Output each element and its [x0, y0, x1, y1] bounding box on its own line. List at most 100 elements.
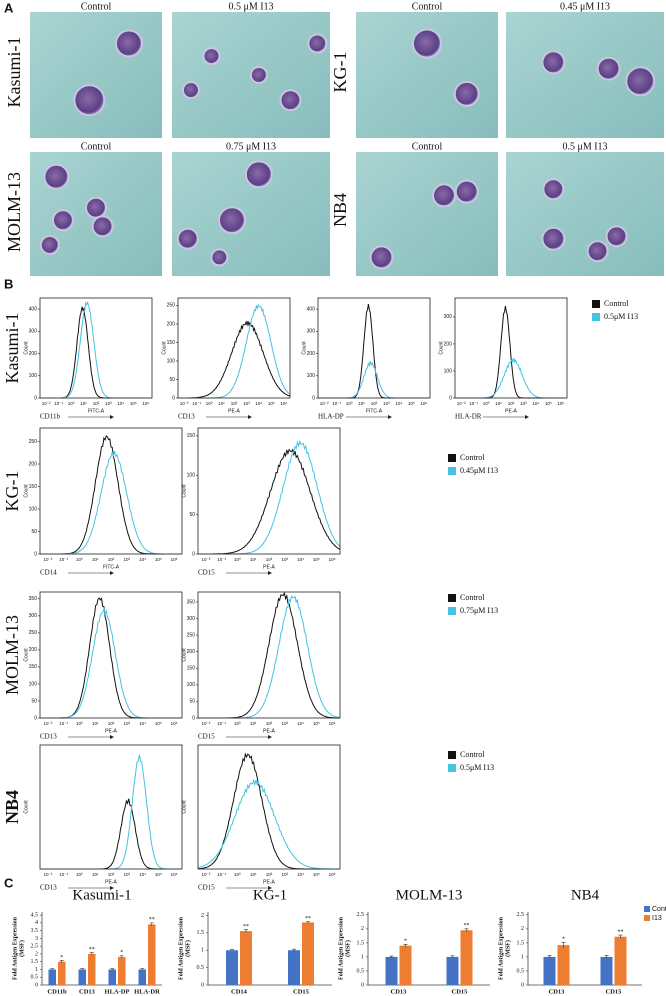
x-tick-label: 10⁴	[297, 872, 304, 877]
legend-swatch	[448, 594, 456, 602]
x-tick-label: 10⁻¹	[469, 401, 478, 406]
y-tick-label: 0	[192, 715, 195, 721]
x-tick-label: 10⁵	[155, 872, 162, 877]
error-bar	[50, 968, 55, 971]
cell	[605, 225, 628, 248]
bar	[226, 950, 238, 985]
error-bar	[230, 949, 234, 951]
panel-label: C	[4, 875, 14, 890]
marker-label: HLA-DR	[455, 413, 482, 421]
x-tick-label: 10⁵	[545, 401, 552, 406]
cell	[43, 163, 70, 190]
x-tick-label: CD15	[452, 988, 469, 995]
legend-swatch	[448, 751, 456, 759]
y-axis-label: (MSF)	[504, 940, 511, 957]
y-tick-label: 3.5	[31, 928, 39, 934]
x-tick-label: 10¹	[92, 557, 99, 562]
marker-label: CD14	[40, 569, 57, 577]
bar	[543, 956, 556, 985]
channel-label: FITC-A	[88, 408, 105, 414]
x-tick-label: 10³	[124, 721, 131, 726]
bar	[148, 924, 156, 985]
cell	[115, 29, 143, 58]
y-axis-label: Fold Antigen Expression	[338, 916, 344, 980]
y-tick-label: 50	[169, 377, 175, 383]
y-axis-label: Fold Antigen Expression	[12, 916, 18, 980]
marker-label: HLA-DP	[318, 413, 344, 421]
y-tick-label: 2.5	[31, 944, 39, 950]
cell	[541, 226, 566, 251]
legend-swatch	[448, 454, 456, 462]
cell-line-label: MOLM-13	[2, 615, 22, 695]
x-tick-label: 10¹	[250, 721, 257, 726]
y-tick-label: 0	[201, 982, 204, 988]
y-tick-label: 300	[444, 314, 453, 320]
significance-label: *	[60, 955, 63, 961]
bar	[138, 969, 146, 985]
x-tick-label: 10⁻¹	[192, 401, 201, 406]
plot-frame	[39, 744, 183, 870]
cell	[210, 248, 229, 267]
x-tick-label: CD13	[79, 988, 96, 995]
y-tick-label: 4.5	[31, 912, 39, 918]
bar	[446, 956, 459, 985]
error-bar	[119, 955, 124, 959]
x-tick-label: CD13	[391, 988, 408, 995]
histogram-curve	[197, 778, 340, 870]
bar	[460, 930, 473, 985]
cell	[39, 235, 60, 255]
y-tick-label: 100	[29, 506, 38, 512]
y-tick-label: 2	[521, 926, 524, 932]
y-tick-label: 0	[34, 395, 37, 401]
x-tick-label: 10³	[282, 872, 289, 877]
x-tick-label: HLA-DP	[105, 988, 130, 995]
x-tick-label: 10⁵	[268, 401, 275, 406]
channel-label: PE-A	[263, 879, 275, 885]
plot-frame	[177, 297, 291, 399]
significance-label: **	[618, 929, 624, 935]
significance-label: *	[120, 950, 123, 956]
x-tick-label: CD13	[549, 988, 566, 995]
legend-swatch	[448, 607, 456, 615]
cell	[596, 56, 621, 81]
count-label: Count	[301, 341, 307, 355]
x-tick-label: 10⁶	[280, 401, 287, 406]
bar	[88, 953, 96, 985]
channel-label: FITC-A	[103, 564, 120, 570]
channel-label: PE-A	[105, 879, 117, 885]
y-tick-label: 1	[201, 948, 204, 954]
x-tick-label: 10⁴	[255, 401, 262, 406]
micrograph	[30, 12, 162, 138]
x-tick-label: 10⁶	[171, 557, 178, 562]
x-tick-label: 10²	[508, 401, 515, 406]
x-tick-label: 10⁻¹	[59, 721, 68, 726]
plot-frame	[39, 591, 183, 719]
y-tick-label: 300	[29, 613, 38, 619]
error-bar	[450, 955, 455, 959]
error-bar	[464, 928, 469, 932]
cell	[412, 28, 442, 59]
x-tick-label: 10⁴	[532, 401, 539, 406]
legend-swatch	[592, 300, 600, 308]
channel-label: PE-A	[505, 408, 517, 414]
error-bar	[89, 952, 94, 956]
x-tick-label: 10¹	[250, 557, 257, 562]
x-tick-label: 10⁻²	[201, 721, 210, 726]
x-tick-label: 10²	[266, 557, 273, 562]
x-tick-label: 10⁴	[297, 721, 304, 726]
chart-title: KG-1	[253, 887, 287, 903]
error-bar	[244, 929, 248, 933]
y-tick-label: 0	[35, 982, 38, 988]
x-tick-label: CD15	[606, 988, 623, 995]
cell	[541, 50, 566, 75]
legend-swatch	[644, 906, 650, 912]
arrow-head	[110, 735, 114, 739]
arrow-head	[248, 415, 252, 419]
x-tick-label: 10³	[124, 557, 131, 562]
significance-label: **	[149, 917, 155, 923]
cell	[369, 245, 394, 270]
significance-label: **	[89, 947, 95, 953]
y-tick-label: 200	[307, 351, 316, 357]
cell-line-label: KG-1	[330, 52, 350, 93]
